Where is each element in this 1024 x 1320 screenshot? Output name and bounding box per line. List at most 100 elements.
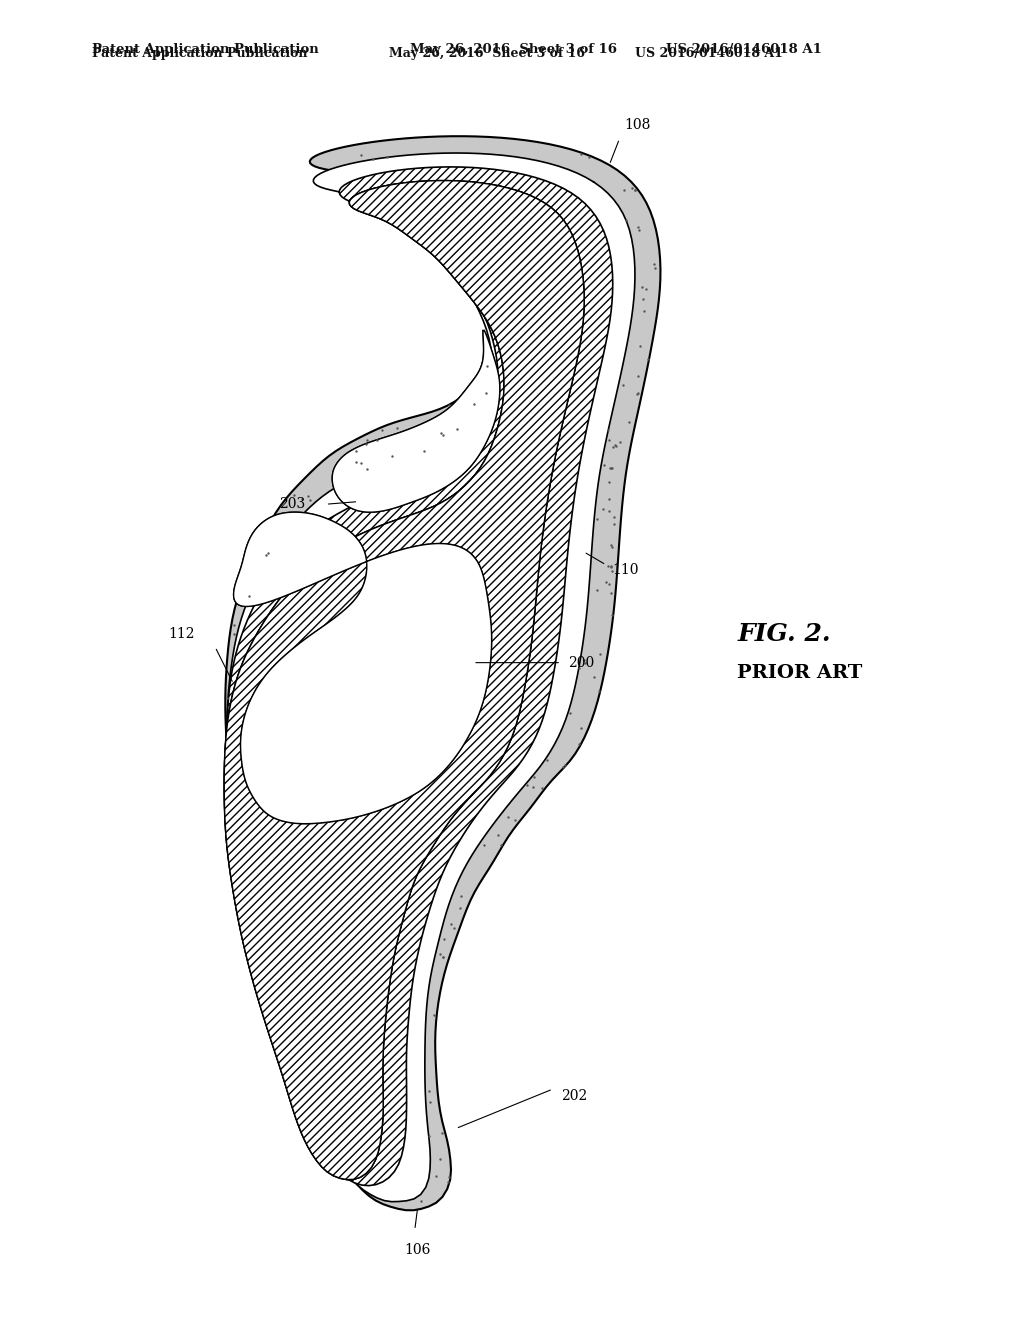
Point (431, 1148, 447, 1170)
Point (598, 572, 614, 593)
Point (359, 459, 376, 480)
Point (433, 1122, 450, 1143)
Point (347, 451, 364, 473)
Point (603, 560, 620, 581)
Point (453, 886, 469, 907)
Point (440, 1172, 457, 1193)
Point (640, 348, 656, 370)
Point (557, 754, 573, 775)
Point (589, 508, 605, 529)
Point (596, 454, 612, 475)
Point (440, 395, 457, 416)
Point (629, 384, 645, 405)
Point (352, 453, 369, 474)
Point (258, 544, 274, 565)
Point (602, 458, 618, 479)
Point (352, 144, 369, 165)
Point (478, 383, 495, 404)
Point (441, 1167, 458, 1188)
Text: 106: 106 (404, 1243, 431, 1258)
Point (611, 432, 628, 453)
Point (634, 276, 650, 297)
Point (591, 680, 607, 701)
Text: 202: 202 (561, 1089, 588, 1102)
Point (442, 913, 459, 935)
Point (525, 767, 542, 788)
Point (358, 430, 375, 451)
Point (432, 942, 449, 964)
Point (539, 750, 555, 771)
Point (294, 488, 310, 510)
Point (603, 583, 620, 605)
Point (581, 147, 597, 168)
Point (630, 216, 646, 238)
Point (604, 437, 621, 458)
Point (358, 433, 375, 454)
Point (374, 420, 390, 441)
Polygon shape (233, 512, 492, 824)
Point (616, 180, 633, 201)
Point (434, 425, 451, 446)
Point (518, 774, 535, 795)
Point (606, 506, 623, 527)
Point (435, 946, 452, 968)
Point (561, 702, 578, 723)
Point (617, 209, 634, 230)
Polygon shape (225, 136, 660, 1210)
PathPatch shape (224, 181, 584, 1180)
Point (603, 556, 620, 577)
Text: 203: 203 (279, 498, 305, 511)
Point (589, 579, 605, 601)
Point (601, 471, 617, 492)
Point (603, 556, 620, 577)
Text: US 2016/0146018 A1: US 2016/0146018 A1 (635, 46, 782, 59)
Point (572, 144, 589, 165)
Text: 110: 110 (612, 564, 639, 577)
Point (369, 429, 385, 450)
Point (489, 825, 506, 846)
Point (603, 458, 620, 479)
Point (631, 219, 647, 240)
Point (621, 412, 637, 433)
Point (600, 418, 616, 440)
Point (494, 834, 510, 855)
Point (627, 180, 643, 201)
Point (586, 667, 602, 688)
Point (465, 393, 481, 414)
Point (603, 457, 620, 478)
Point (445, 917, 462, 939)
Point (571, 657, 588, 678)
Text: Patent Application Publication: Patent Application Publication (92, 42, 318, 55)
Polygon shape (224, 181, 584, 1180)
Point (226, 615, 243, 636)
Text: Patent Application Publication: Patent Application Publication (92, 46, 307, 59)
Point (577, 652, 593, 673)
Point (636, 300, 652, 321)
Point (627, 180, 643, 201)
Text: 200: 200 (568, 656, 595, 669)
Point (428, 1166, 444, 1187)
Polygon shape (227, 153, 635, 1201)
Text: May 26, 2016  Sheet 3 of 16: May 26, 2016 Sheet 3 of 16 (389, 46, 585, 59)
Point (604, 536, 621, 557)
Point (384, 445, 400, 466)
Point (242, 585, 258, 606)
Point (600, 429, 616, 450)
Point (389, 417, 406, 438)
Point (646, 253, 663, 275)
Point (525, 776, 542, 797)
Point (615, 375, 632, 396)
Point (635, 289, 651, 310)
Point (647, 257, 664, 279)
Point (500, 807, 516, 828)
Point (479, 355, 496, 376)
Point (602, 535, 618, 556)
Text: PRIOR ART: PRIOR ART (737, 664, 862, 682)
Point (366, 148, 382, 169)
Point (572, 717, 589, 738)
Point (422, 1092, 438, 1113)
Point (259, 543, 275, 564)
Point (625, 177, 641, 198)
Text: US 2016/0146018 A1: US 2016/0146018 A1 (666, 42, 821, 55)
Point (436, 928, 453, 949)
